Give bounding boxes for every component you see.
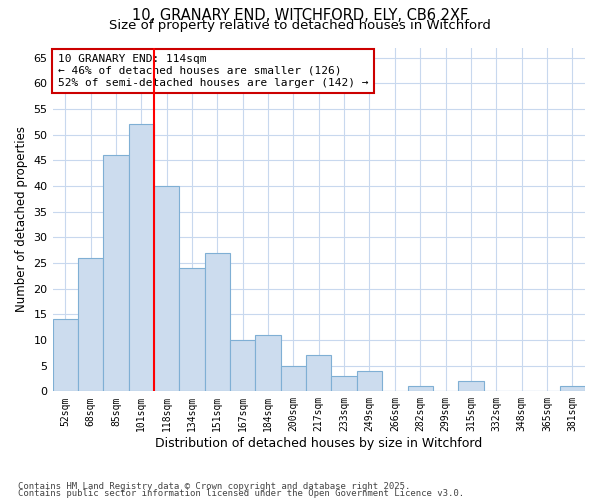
- Bar: [53, 320, 78, 392]
- Text: Contains HM Land Registry data © Crown copyright and database right 2025.: Contains HM Land Registry data © Crown c…: [18, 482, 410, 491]
- Bar: [128, 124, 154, 392]
- Bar: [179, 268, 205, 392]
- Bar: [357, 371, 382, 392]
- Text: 10, GRANARY END, WITCHFORD, ELY, CB6 2XF: 10, GRANARY END, WITCHFORD, ELY, CB6 2XF: [132, 8, 468, 22]
- Bar: [331, 376, 357, 392]
- Bar: [560, 386, 585, 392]
- Text: 10 GRANARY END: 114sqm
← 46% of detached houses are smaller (126)
52% of semi-de: 10 GRANARY END: 114sqm ← 46% of detached…: [58, 54, 368, 88]
- Bar: [154, 186, 179, 392]
- Bar: [281, 366, 306, 392]
- Bar: [205, 253, 230, 392]
- Bar: [256, 335, 281, 392]
- Bar: [458, 381, 484, 392]
- Text: Size of property relative to detached houses in Witchford: Size of property relative to detached ho…: [109, 18, 491, 32]
- Bar: [103, 156, 128, 392]
- Y-axis label: Number of detached properties: Number of detached properties: [15, 126, 28, 312]
- Bar: [306, 356, 331, 392]
- Bar: [230, 340, 256, 392]
- Bar: [78, 258, 103, 392]
- Bar: [407, 386, 433, 392]
- X-axis label: Distribution of detached houses by size in Witchford: Distribution of detached houses by size …: [155, 437, 482, 450]
- Text: Contains public sector information licensed under the Open Government Licence v3: Contains public sector information licen…: [18, 490, 464, 498]
